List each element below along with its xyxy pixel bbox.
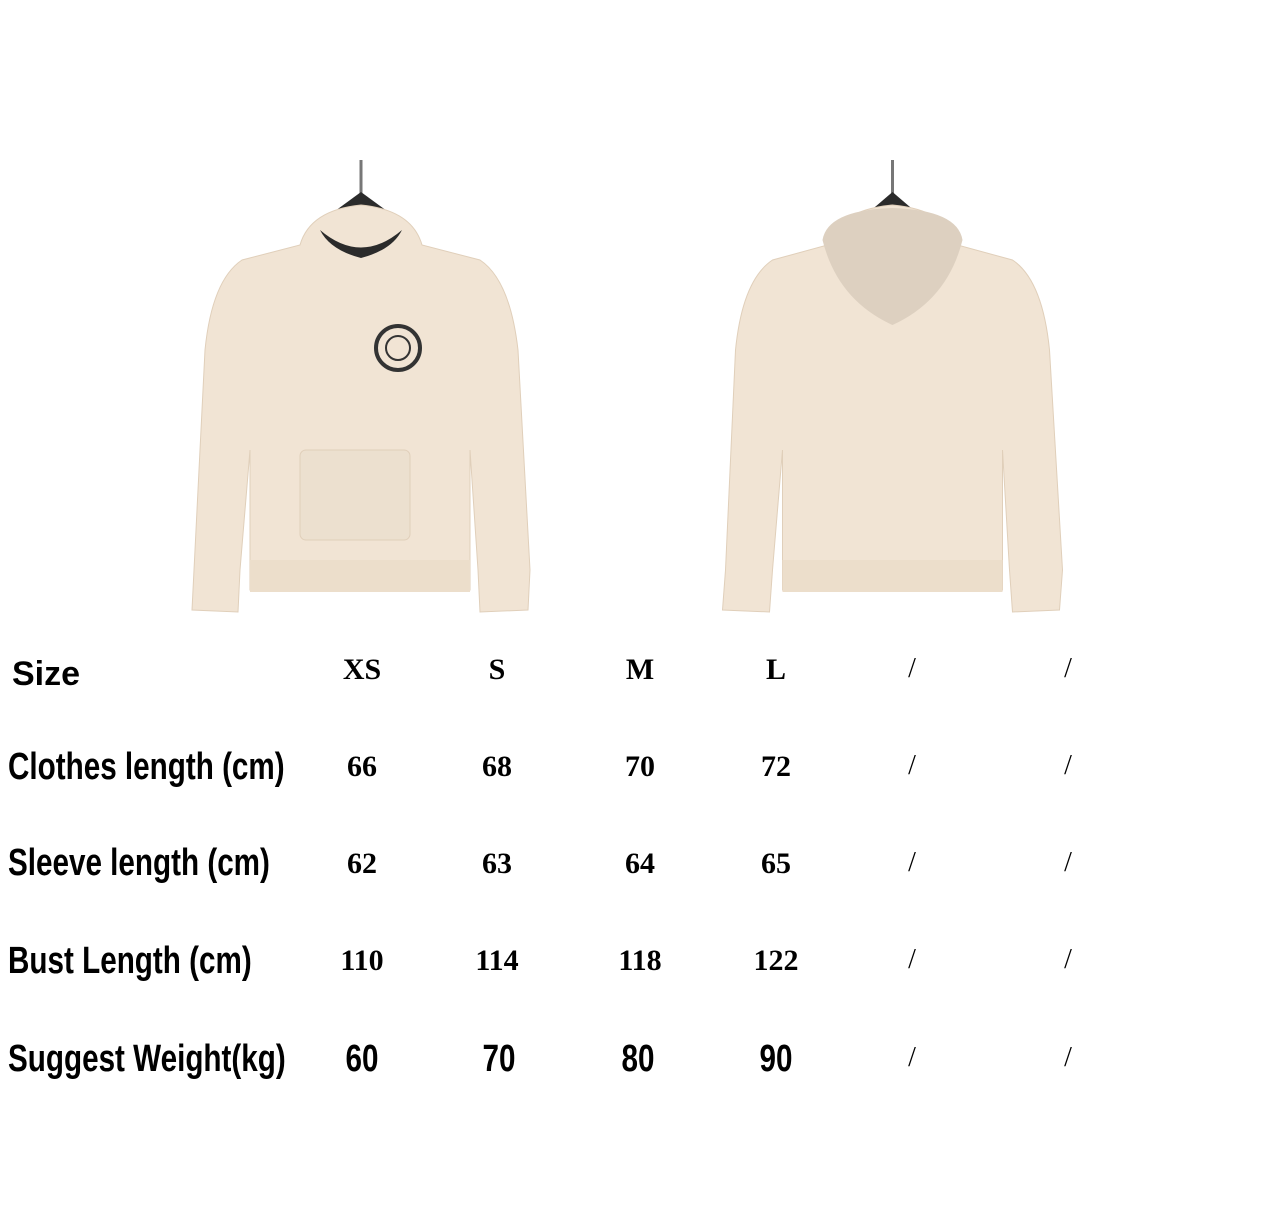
row-label-sleeve-length: Sleeve length (cm) <box>8 842 270 884</box>
table-cell: 80 <box>621 1038 655 1080</box>
table-cell: 68 <box>482 750 512 783</box>
size-header-cell: M <box>625 653 655 686</box>
table-cell: / <box>1064 847 1072 878</box>
hoodie-back-image <box>721 160 1064 613</box>
embroidered-logo <box>374 324 422 372</box>
table-cell: / <box>1064 944 1072 975</box>
size-header-cell: / <box>908 653 916 684</box>
row-label-suggest-weight: Suggest Weight(kg) <box>8 1038 286 1080</box>
row-label-clothes-length: Clothes length (cm) <box>8 746 285 788</box>
table-cell: 70 <box>625 750 655 783</box>
table-cell: 64 <box>625 847 655 880</box>
row-label-bust-length: Bust Length (cm) <box>8 940 252 982</box>
table-cell: 114 <box>475 944 519 977</box>
size-header-cell: L <box>765 653 786 686</box>
table-cell: 70 <box>482 1038 516 1080</box>
size-header-label: Size <box>12 655 81 693</box>
table-cell: / <box>908 944 916 975</box>
table-cell: 118 <box>618 944 662 977</box>
size-header-cell: S <box>488 653 506 686</box>
table-cell: 110 <box>340 944 384 977</box>
table-cell: / <box>1064 1042 1072 1073</box>
table-cell: / <box>908 1042 916 1073</box>
table-cell: / <box>908 750 916 781</box>
hoodie-front-image <box>191 160 531 613</box>
table-cell: 72 <box>761 750 791 783</box>
table-cell: / <box>1064 750 1072 781</box>
table-cell: / <box>908 847 916 878</box>
table-cell: 66 <box>347 750 377 783</box>
table-cell: 65 <box>761 847 791 880</box>
size-header-cell: / <box>1064 653 1072 684</box>
table-cell: 122 <box>753 944 799 977</box>
table-cell: 60 <box>345 1038 379 1080</box>
size-header-cell: XS <box>342 653 382 686</box>
table-cell: 62 <box>347 847 377 880</box>
table-cell: 90 <box>759 1038 793 1080</box>
table-cell: 63 <box>482 847 512 880</box>
